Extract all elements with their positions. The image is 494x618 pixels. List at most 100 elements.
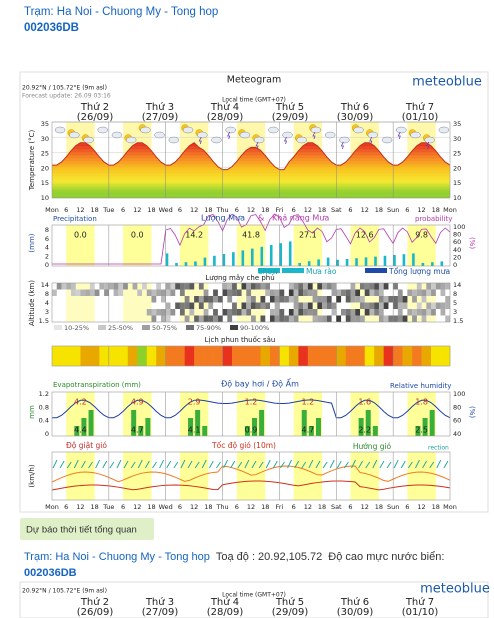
cloud-cell: [336, 289, 342, 296]
cloud-cell: [170, 309, 176, 316]
day-name: Thứ 5: [275, 101, 304, 113]
cloud-cell: [303, 302, 308, 309]
hour-label: 12: [361, 503, 369, 511]
cloud-cell: [435, 302, 441, 309]
cloud-cell: [156, 289, 162, 296]
cloud-cell: [288, 309, 294, 316]
cloud-cell: [426, 283, 432, 290]
panel-frame: [51, 121, 451, 199]
cloud-cell: [378, 283, 384, 290]
cloud-cell: [279, 309, 285, 316]
hour-label: Thu: [215, 503, 228, 511]
cloud-cell: [412, 309, 417, 316]
precip-bar: [431, 262, 434, 266]
precip-total: 14.2: [185, 231, 203, 240]
hour-label: 6: [292, 503, 296, 511]
cloud-cell: [369, 289, 375, 296]
wind-gust: Độ giật gió: [66, 441, 107, 450]
day-date: (27/09): [142, 112, 179, 123]
evap-bar: [131, 410, 137, 436]
hour-label: 18: [261, 206, 269, 214]
cloud-cell: [393, 296, 398, 303]
cloud-cell: [402, 315, 408, 322]
direction-arrow: [237, 461, 243, 469]
tick-label: 20: [41, 164, 49, 172]
evap-bottom: 4.1: [188, 426, 201, 435]
cloud-icon: [168, 136, 180, 144]
probability-line: [52, 213, 451, 265]
hour-label: 18: [318, 206, 326, 214]
cloud-cell: [113, 289, 119, 296]
cloud-cell: [198, 283, 204, 290]
precip-bar: [402, 254, 406, 266]
cloud-cell: [317, 296, 323, 303]
direction-arrow: [208, 460, 214, 469]
wind-speed: Tốc độ gió (10m): [211, 441, 276, 450]
temperature-area: [52, 142, 450, 198]
day-name: Thứ 5: [275, 596, 304, 608]
day-date: (29/09): [272, 607, 309, 618]
cloud-cell: [284, 315, 289, 322]
cloud-cell: [359, 283, 365, 290]
cloud-cell: [412, 315, 417, 322]
station2-line: Trạm: Ha Noi - Chuong My - Tong hop Toạ đ…: [24, 551, 444, 563]
cloud-cell: [388, 315, 394, 322]
spray-cell: [70, 346, 81, 366]
direction-arrow: [294, 460, 300, 469]
evap-unit-right: (%): [468, 406, 476, 418]
cloud-cell: [374, 302, 379, 309]
cloud-cell: [350, 283, 356, 290]
precip-bar: [279, 243, 283, 266]
wind-unit: (km/h): [28, 464, 36, 487]
cloud-cell: [364, 302, 370, 309]
evap-top: 1.6: [358, 398, 371, 407]
cloud-icon: [424, 136, 435, 144]
hour-label: Wed: [159, 503, 173, 511]
evap-bar: [358, 418, 364, 436]
cloud-cell: [402, 296, 408, 303]
cloud-cell: [369, 283, 375, 290]
direction-arrow: [407, 461, 413, 469]
cloud-cell: [293, 309, 299, 316]
hour-label: 12: [361, 206, 369, 214]
direction-arrow: [123, 460, 129, 469]
cloud-cell: [189, 309, 195, 316]
bolt-icon: [255, 141, 259, 150]
evap-bar: [422, 418, 428, 436]
cloud-cell: [175, 283, 180, 290]
cloud-cell: [260, 302, 266, 309]
speed-line: [51, 480, 451, 491]
direction-arrow: [336, 460, 342, 469]
cloud-cell: [160, 315, 166, 322]
direction-arrow: [272, 460, 278, 469]
direction-arrow: [102, 460, 108, 469]
hour-label: 6: [121, 503, 125, 511]
overview-button-bg[interactable]: [20, 518, 154, 540]
tick-label: 0: [45, 430, 49, 438]
day-name: Thứ 6: [340, 101, 369, 113]
cloud-cell: [312, 309, 318, 316]
precip-total: 0.0: [131, 231, 144, 240]
bolt-icon: [283, 136, 288, 145]
bolt-icon: [312, 131, 316, 140]
cloud-icon: [182, 126, 194, 134]
cloud-cell: [222, 289, 228, 296]
cloud-cell: [312, 315, 318, 322]
precip-total: 0.0: [74, 231, 87, 240]
overview-button[interactable]: Dự báo thời tiết tổng quan: [26, 525, 137, 536]
cloud-cell: [203, 296, 209, 303]
cloud-cell: [75, 289, 81, 296]
tick-label: 1.5: [39, 317, 49, 325]
tick-label: 4: [45, 244, 49, 252]
spray-cell: [118, 346, 129, 366]
cloud-cell: [397, 302, 403, 309]
hour-label: 6: [178, 206, 182, 214]
spray-cell: [61, 346, 72, 366]
day-name: Thứ 2: [80, 101, 109, 113]
precip-bar: [165, 253, 169, 266]
cloud-cell: [213, 289, 218, 296]
spray-cell: [364, 346, 375, 366]
cloud-cell: [194, 315, 199, 322]
cloud-cell: [227, 283, 233, 290]
